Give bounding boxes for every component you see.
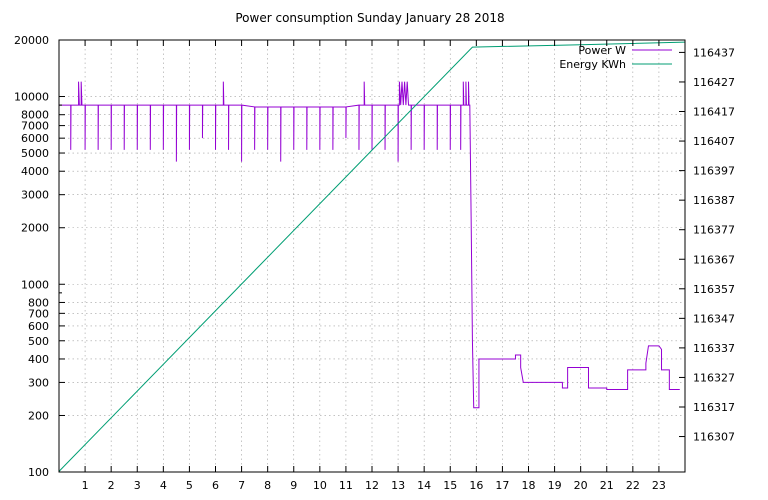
y-right-tick-label: 116317: [693, 401, 735, 414]
x-tick-label: 1: [82, 479, 89, 492]
y-left-tick-label: 700: [28, 307, 49, 320]
x-tick-label: 17: [495, 479, 509, 492]
y-left-tick-label: 7000: [21, 120, 49, 133]
x-tick-label: 2: [108, 479, 115, 492]
y-right-tick-label: 116307: [693, 431, 735, 444]
y-right-tick-label: 116367: [693, 253, 735, 266]
x-tick-label: 15: [443, 479, 457, 492]
y-right-tick-label: 116427: [693, 76, 735, 89]
x-tick-label: 7: [238, 479, 245, 492]
y-left-tick-label: 600: [28, 320, 49, 333]
y-right-tick-label: 116347: [693, 312, 735, 325]
y-right-tick-label: 116387: [693, 194, 735, 207]
legend-label: Energy KWh: [559, 58, 626, 71]
x-tick-label: 4: [160, 479, 167, 492]
y-left-tick-label: 10000: [14, 91, 49, 104]
x-tick-label: 16: [469, 479, 483, 492]
x-tick-label: 3: [134, 479, 141, 492]
x-tick-label: 8: [264, 479, 271, 492]
y-right-tick-label: 116327: [693, 371, 735, 384]
y-left-tick-label: 4000: [21, 165, 49, 178]
x-tick-label: 13: [391, 479, 405, 492]
x-tick-label: 6: [212, 479, 219, 492]
x-tick-label: 5: [186, 479, 193, 492]
y-right-tick-label: 116337: [693, 342, 735, 355]
y-left-tick-label: 8000: [21, 109, 49, 122]
x-tick-label: 22: [626, 479, 640, 492]
y-right-tick-label: 116377: [693, 224, 735, 237]
series-line-power-w: [59, 81, 680, 409]
y-right-tick-label: 116357: [693, 283, 735, 296]
x-tick-label: 9: [290, 479, 297, 492]
y-right-tick-label: 116417: [693, 106, 735, 119]
y-right-tick-label: 116437: [693, 46, 735, 59]
x-tick-label: 12: [365, 479, 379, 492]
legend-label: Power W: [578, 44, 626, 57]
y-left-tick-label: 2000: [21, 222, 49, 235]
y-left-tick-label: 400: [28, 353, 49, 366]
x-tick-label: 19: [548, 479, 562, 492]
y-right-tick-label: 116397: [693, 165, 735, 178]
x-tick-label: 21: [600, 479, 614, 492]
y-left-tick-label: 100: [28, 466, 49, 479]
chart-title: Power consumption Sunday January 28 2018: [235, 11, 504, 25]
y-left-tick-label: 200: [28, 409, 49, 422]
x-tick-label: 11: [339, 479, 353, 492]
x-tick-label: 20: [574, 479, 588, 492]
x-tick-label: 18: [522, 479, 536, 492]
y-left-tick-label: 1000: [21, 278, 49, 291]
y-left-tick-label: 3000: [21, 189, 49, 202]
x-tick-label: 10: [313, 479, 327, 492]
y-left-tick-label: 300: [28, 376, 49, 389]
y-left-tick-label: 500: [28, 335, 49, 348]
y-left-tick-label: 6000: [21, 132, 49, 145]
y-left-tick-label: 800: [28, 296, 49, 309]
y-left-tick-label: 20000: [14, 34, 49, 47]
y-right-tick-label: 116407: [693, 135, 735, 148]
y-left-tick-label: 5000: [21, 147, 49, 160]
axis-ticks: 1 2 3 4 5 6 7 8 9 10 11 12 13 14 15 16 17 18 19 20 21 22 23100…: [14, 34, 735, 492]
x-tick-label: 14: [417, 479, 431, 492]
x-tick-label: 23: [652, 479, 666, 492]
